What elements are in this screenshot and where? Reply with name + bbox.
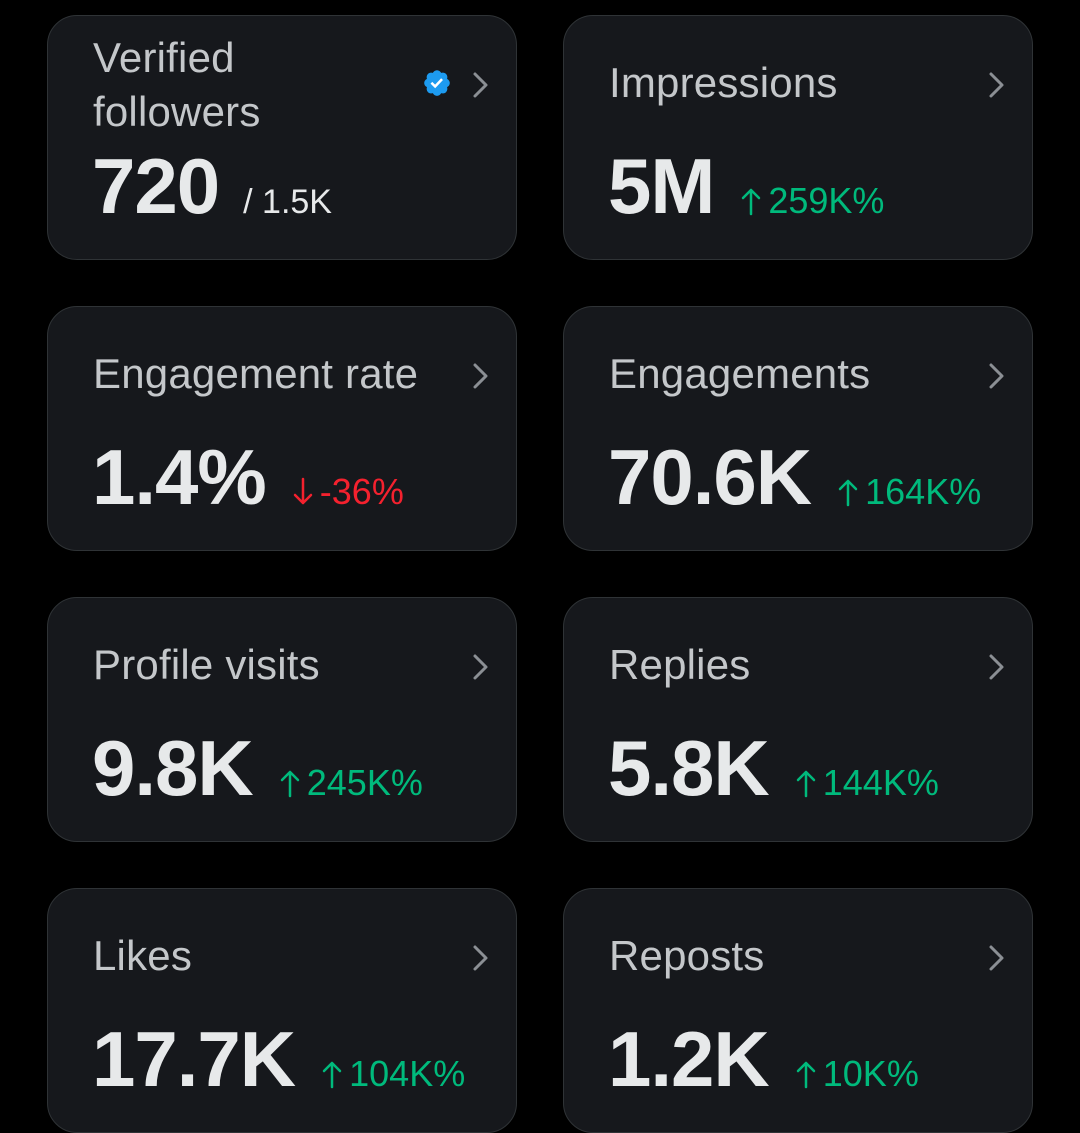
chevron-right-icon xyxy=(989,654,1004,680)
likes-card[interactable]: Likes 17.7K 104K% xyxy=(47,888,517,1133)
card-title: Impressions xyxy=(609,59,838,106)
change-value: 104K% xyxy=(349,1053,466,1094)
metric-value: 5M xyxy=(608,142,715,230)
verified-badge-icon xyxy=(424,70,450,96)
reposts-card[interactable]: Reposts 1.2K 10K% xyxy=(563,888,1033,1133)
chevron-right-icon xyxy=(473,945,488,971)
change-value: 164K% xyxy=(865,471,982,512)
metric-value: 5.8K xyxy=(608,724,770,812)
profile-visits-card[interactable]: Profile visits 9.8K 245K% xyxy=(47,597,517,842)
arrow-up-icon xyxy=(322,1061,342,1089)
change-indicator: 259K% xyxy=(740,180,884,222)
value-row: 17.7K 104K% xyxy=(92,1017,465,1101)
card-title: Engagements xyxy=(609,350,871,397)
change-indicator: -36% xyxy=(292,471,404,513)
card-title: Engagement rate xyxy=(93,350,419,397)
change-indicator: 144K% xyxy=(795,762,939,804)
arrow-up-icon xyxy=(796,770,816,798)
engagements-card[interactable]: Engagements 70.6K 164K% xyxy=(563,306,1033,551)
value-row: 5.8K 144K% xyxy=(608,726,939,810)
chevron-right-icon xyxy=(989,363,1004,389)
metrics-grid: Verified followers 720 / 1.5K Impression… xyxy=(47,15,1033,1133)
arrow-up-icon xyxy=(838,479,858,507)
engagement-rate-card[interactable]: Engagement rate 1.4% -36% xyxy=(47,306,517,551)
metric-value: 70.6K xyxy=(608,433,812,521)
value-row: 9.8K 245K% xyxy=(92,726,423,810)
value-row: 70.6K 164K% xyxy=(608,435,981,519)
metric-total: / 1.5K xyxy=(243,183,332,221)
change-value: 259K% xyxy=(768,180,885,221)
arrow-up-icon xyxy=(796,1061,816,1089)
metric-value: 1.4% xyxy=(92,433,267,521)
verified-followers-card[interactable]: Verified followers 720 / 1.5K xyxy=(47,15,517,260)
chevron-right-icon xyxy=(989,72,1004,98)
value-row: 720 / 1.5K xyxy=(92,144,332,228)
card-title: Profile visits xyxy=(93,641,320,688)
value-row: 1.4% -36% xyxy=(92,435,404,519)
metric-value: 720 xyxy=(92,142,220,230)
change-value: 245K% xyxy=(306,762,423,803)
value-row: 1.2K 10K% xyxy=(608,1017,919,1101)
card-title: Reposts xyxy=(609,932,765,979)
metric-value: 9.8K xyxy=(92,724,254,812)
change-indicator: 10K% xyxy=(795,1053,919,1095)
change-indicator: 104K% xyxy=(321,1053,465,1095)
metric-value: 1.2K xyxy=(608,1015,770,1103)
arrow-up-icon xyxy=(742,188,761,216)
metric-value: 17.7K xyxy=(92,1015,296,1103)
chevron-right-icon xyxy=(473,654,488,680)
value-row: 5M 259K% xyxy=(608,144,884,228)
chevron-right-icon xyxy=(473,72,488,98)
change-indicator: 164K% xyxy=(837,471,981,513)
change-value: 10K% xyxy=(822,1053,919,1094)
replies-card[interactable]: Replies 5.8K 144K% xyxy=(563,597,1033,842)
chevron-right-icon xyxy=(473,363,488,389)
change-indicator: 245K% xyxy=(279,762,423,804)
arrow-up-icon xyxy=(280,770,300,798)
card-title: Verified followers xyxy=(93,34,261,135)
arrow-down-icon xyxy=(293,477,313,505)
impressions-card[interactable]: Impressions 5M 259K% xyxy=(563,15,1033,260)
card-title: Likes xyxy=(93,932,193,979)
chevron-right-icon xyxy=(989,945,1004,971)
change-value: 144K% xyxy=(822,762,939,803)
card-title: Replies xyxy=(609,641,751,688)
change-value: -36% xyxy=(319,471,404,512)
